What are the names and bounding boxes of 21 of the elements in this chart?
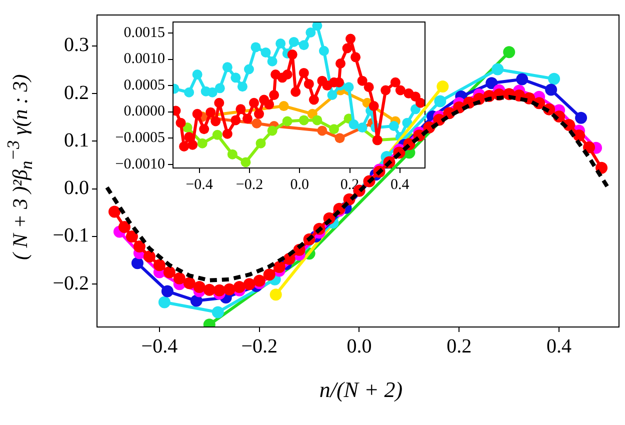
y-tick-label: −0.0005 bbox=[115, 130, 165, 146]
y-tick-label: −0.2 bbox=[52, 272, 89, 294]
x-tick-label: −0.4 bbox=[141, 335, 178, 358]
x-tick-label: 0.4 bbox=[546, 335, 572, 358]
y-tick-label: 0.1 bbox=[64, 129, 89, 152]
x-tick-label: 0.2 bbox=[446, 335, 472, 358]
x-tick-label: 0.0 bbox=[346, 335, 372, 358]
y-tick-label: 0.0005 bbox=[124, 77, 165, 94]
x-tick-label: 0.4 bbox=[390, 176, 410, 193]
x-axis-title: n/(N + 2) bbox=[318, 377, 404, 403]
y-tick-label: 0.0010 bbox=[124, 51, 165, 68]
x-tick-label: −0.4 bbox=[186, 176, 214, 193]
y-tick-label: −0.0010 bbox=[115, 156, 165, 172]
y-tick-label: −0.1 bbox=[52, 224, 89, 247]
y-tick-label: 0.0000 bbox=[124, 104, 165, 120]
x-tick-label: −0.2 bbox=[241, 335, 278, 358]
x-tick-label: 0.0 bbox=[290, 176, 309, 193]
y-tick-label: 0.0015 bbox=[124, 24, 165, 41]
y-tick-label: 0.3 bbox=[64, 34, 89, 56]
y-tick-label: 0.2 bbox=[64, 82, 89, 104]
x-tick-label: −0.2 bbox=[236, 176, 264, 193]
